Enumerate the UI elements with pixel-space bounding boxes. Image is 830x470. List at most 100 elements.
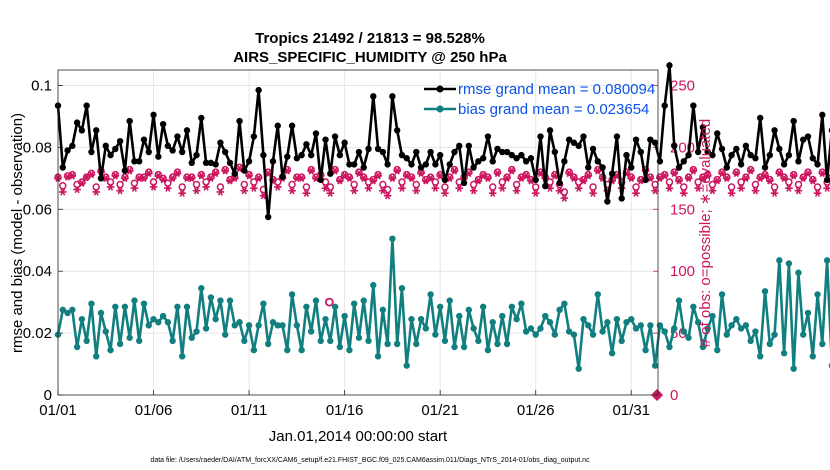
bias-point [198, 285, 205, 292]
evaluated-marker [63, 173, 72, 181]
bias-point [594, 291, 602, 298]
bias-point [604, 319, 611, 326]
possible-marker [207, 173, 215, 181]
evaluated-marker-stroke [380, 187, 386, 195]
evaluated-marker [679, 189, 688, 197]
evaluated-marker [570, 174, 578, 183]
evaluated-marker-stroke [256, 174, 262, 183]
possible-marker [441, 183, 449, 191]
bias-point [88, 300, 95, 307]
possible-marker [183, 173, 191, 181]
rmse-point [245, 158, 253, 165]
evaluated-marker [130, 184, 139, 192]
rmse-point [408, 161, 415, 168]
bias-point [589, 331, 597, 338]
possible-marker [503, 173, 511, 181]
evaluated-marker [775, 169, 784, 178]
rmse-point [145, 148, 152, 156]
rmse-point [465, 142, 473, 150]
evaluated-marker [722, 174, 731, 183]
y2-tick-label-5: 250 [670, 77, 695, 94]
evaluated-marker-stroke [485, 174, 491, 183]
y2-axis-label: # of obs: o=possible; ∗=evaluated [697, 119, 714, 348]
bias-point [221, 331, 229, 338]
bias-point [599, 328, 606, 335]
evaluated-marker-stroke [418, 169, 424, 178]
bias-point [284, 346, 291, 354]
possible-marker [87, 169, 96, 178]
rmse-point [59, 164, 66, 171]
rmse-point [470, 164, 477, 171]
possible-marker [92, 183, 100, 191]
possible-marker [288, 180, 296, 189]
possible-marker [589, 183, 597, 191]
evaluated-marker [555, 187, 564, 195]
title-line-1: Tropics 21492 / 21813 = 98.528% [255, 30, 485, 47]
possible-marker [307, 165, 315, 174]
bias-point [814, 291, 821, 298]
evaluated-marker [794, 187, 803, 195]
possible-marker [240, 180, 249, 189]
bias-point [737, 325, 745, 332]
rmse-point [499, 148, 506, 156]
rmse-point [202, 159, 210, 167]
bias-point [503, 340, 511, 348]
rmse-point [637, 148, 645, 156]
possible-marker [374, 170, 382, 179]
possible-marker [680, 183, 688, 191]
rmse-point [527, 155, 535, 162]
possible-marker [168, 173, 177, 181]
rmse-point [475, 158, 482, 165]
evaluated-marker [211, 169, 220, 178]
evaluated-marker [149, 183, 158, 191]
evaluated-marker-stroke [695, 184, 701, 192]
possible-marker [78, 178, 86, 186]
bias-point [260, 300, 267, 307]
evaluated-marker-stroke [590, 189, 596, 197]
rmse-point [513, 155, 520, 162]
plot-area [58, 70, 658, 395]
y2-tick-label-0: 0 [670, 387, 678, 404]
bias-point [718, 291, 726, 298]
evaluated-marker-stroke [514, 187, 520, 195]
bias-point [93, 353, 100, 360]
evaluated-marker-stroke [260, 191, 267, 200]
evaluated-marker [187, 174, 196, 183]
bias-point [484, 346, 492, 354]
bias-point [757, 353, 764, 360]
possible-marker [111, 170, 120, 179]
evaluated-marker [164, 184, 172, 192]
rmse-point [350, 161, 358, 168]
bias-point [298, 346, 305, 354]
evaluated-marker [68, 172, 77, 180]
evaluated-marker [78, 179, 86, 187]
rmse-point [585, 164, 592, 171]
evaluated-marker-stroke [676, 177, 682, 185]
rmse-point [150, 111, 157, 119]
evaluated-marker-stroke [203, 183, 209, 191]
bias-point [422, 325, 430, 332]
evaluated-marker-stroke [824, 184, 830, 192]
evaluated-marker-stroke [552, 172, 558, 180]
possible-marker [350, 180, 358, 189]
bias-point [360, 297, 367, 304]
rmse-point [795, 158, 802, 165]
rmse-point [546, 127, 554, 134]
evaluated-marker [565, 169, 573, 178]
evaluated-marker-stroke [580, 177, 587, 185]
rmse-point [628, 164, 635, 171]
legend-bias-label: bias grand mean = 0.023654 [458, 101, 649, 118]
bias-point [131, 297, 138, 304]
bias-point [374, 353, 382, 360]
bias-point [150, 315, 157, 323]
evaluated-marker [441, 189, 449, 197]
evaluated-marker-stroke [819, 169, 825, 178]
rmse-point [212, 161, 219, 168]
rmse-point [819, 111, 826, 119]
bias-point [140, 300, 148, 307]
y-tick-label-5: 0.1 [31, 77, 52, 94]
evaluated-marker-stroke [294, 174, 300, 183]
possible-marker [560, 188, 569, 196]
possible-marker [369, 175, 378, 184]
evaluated-marker-stroke [389, 174, 395, 183]
